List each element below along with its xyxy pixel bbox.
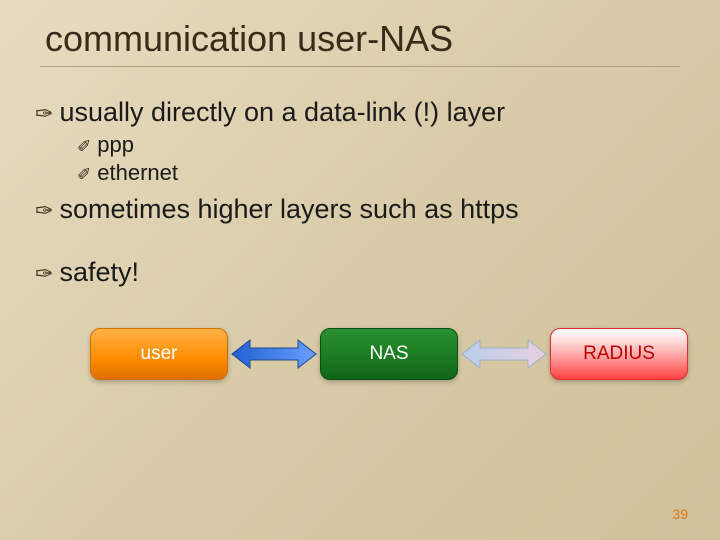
page-number: 39: [672, 506, 688, 522]
node-user: user: [90, 328, 228, 380]
node-radius: RADIUS: [550, 328, 688, 380]
subbullet-text: ethernet: [97, 160, 178, 186]
slide-title: communication user-NAS: [0, 0, 720, 66]
subbullet-icon: ✐: [77, 137, 91, 157]
arrow-user-nas: [228, 334, 320, 374]
content-area: ✑ usually directly on a data-link (!) la…: [0, 67, 720, 380]
bullet-text: safety!: [59, 257, 139, 288]
subbullet-icon: ✐: [77, 165, 91, 185]
bullet-icon: ✑: [35, 101, 53, 127]
arrow-nas-radius: [458, 334, 550, 374]
bullet-icon: ✑: [35, 198, 53, 224]
bullet-item: ✑ sometimes higher layers such as https: [35, 194, 720, 225]
subbullet-text: ppp: [97, 132, 134, 158]
bullet-text: usually directly on a data-link (!) laye…: [59, 97, 505, 128]
bullet-text: sometimes higher layers such as https: [59, 194, 518, 225]
bullet-icon: ✑: [35, 261, 53, 287]
bullet-item: ✑ safety!: [35, 257, 720, 288]
node-nas: NAS: [320, 328, 458, 380]
diagram: user NAS: [35, 292, 720, 380]
bullet-item: ✑ usually directly on a data-link (!) la…: [35, 97, 720, 128]
subbullet-item: ✐ ethernet: [77, 160, 720, 186]
subbullet-item: ✐ ppp: [77, 132, 720, 158]
